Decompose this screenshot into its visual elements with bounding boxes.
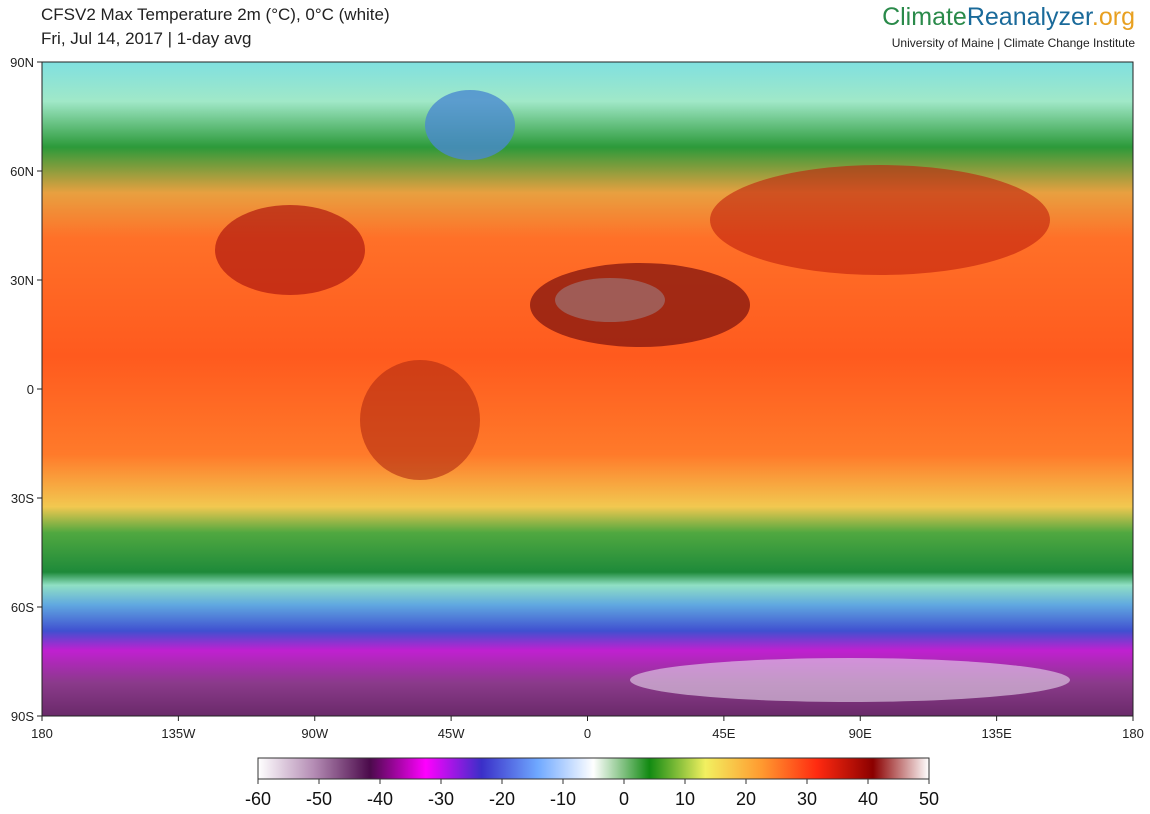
x-tick-label: 135E <box>981 726 1012 741</box>
brand-part: .org <box>1092 3 1135 31</box>
colorbar <box>257 757 930 780</box>
colorbar-tick-label: -60 <box>245 789 271 809</box>
colorbar-tick-label: 40 <box>858 789 878 809</box>
brand-part: Reanalyzer <box>967 3 1093 31</box>
x-tick-label: 180 <box>31 726 53 741</box>
x-tick-label: 45E <box>712 726 735 741</box>
antarctic-interior <box>630 658 1070 702</box>
y-tick-label: 60S <box>11 600 34 615</box>
map <box>42 62 1133 716</box>
colorbar-tick-label: 50 <box>919 789 939 809</box>
colorbar-tick-label: -40 <box>367 789 393 809</box>
subtitle: Fri, Jul 14, 2017 | 1-day avg <box>41 29 251 48</box>
land-heat <box>360 360 480 480</box>
x-tick-label: 90W <box>301 726 328 741</box>
y-tick-label: 90S <box>11 709 34 724</box>
x-tick-label: 180 <box>1122 726 1144 741</box>
land-heat <box>215 205 365 295</box>
y-tick-label: 90N <box>10 55 34 70</box>
x-tick-label: 0 <box>584 726 591 741</box>
colorbar-tick-label: -10 <box>550 789 576 809</box>
colorbar-tick-label: -30 <box>428 789 454 809</box>
temperature-field <box>42 62 1133 716</box>
brand: ClimateReanalyzer.org <box>882 3 1135 31</box>
greenland <box>425 90 515 160</box>
y-tick-label: 60N <box>10 164 34 179</box>
colorbar-tick-label: 10 <box>675 789 695 809</box>
colorbar-tick-label: 20 <box>736 789 756 809</box>
y-tick-label: 0 <box>27 382 34 397</box>
colorbar-tick-label: -50 <box>306 789 332 809</box>
y-tick-label: 30N <box>10 273 34 288</box>
x-tick-label: 90E <box>849 726 872 741</box>
y-tick-label: 30S <box>11 491 34 506</box>
colorbar-tick-label: 0 <box>619 789 629 809</box>
x-tick-label: 135W <box>161 726 196 741</box>
colorbar-tick-label: 30 <box>797 789 817 809</box>
affiliation: University of Maine | Climate Change Ins… <box>892 36 1136 50</box>
brand-part: Climate <box>882 3 967 31</box>
land-heat <box>710 165 1050 275</box>
colorbar-tick-label: -20 <box>489 789 515 809</box>
title: CFSV2 Max Temperature 2m (°C), 0°C (whit… <box>41 5 390 24</box>
land-heat <box>555 278 665 322</box>
x-tick-label: 45W <box>438 726 465 741</box>
